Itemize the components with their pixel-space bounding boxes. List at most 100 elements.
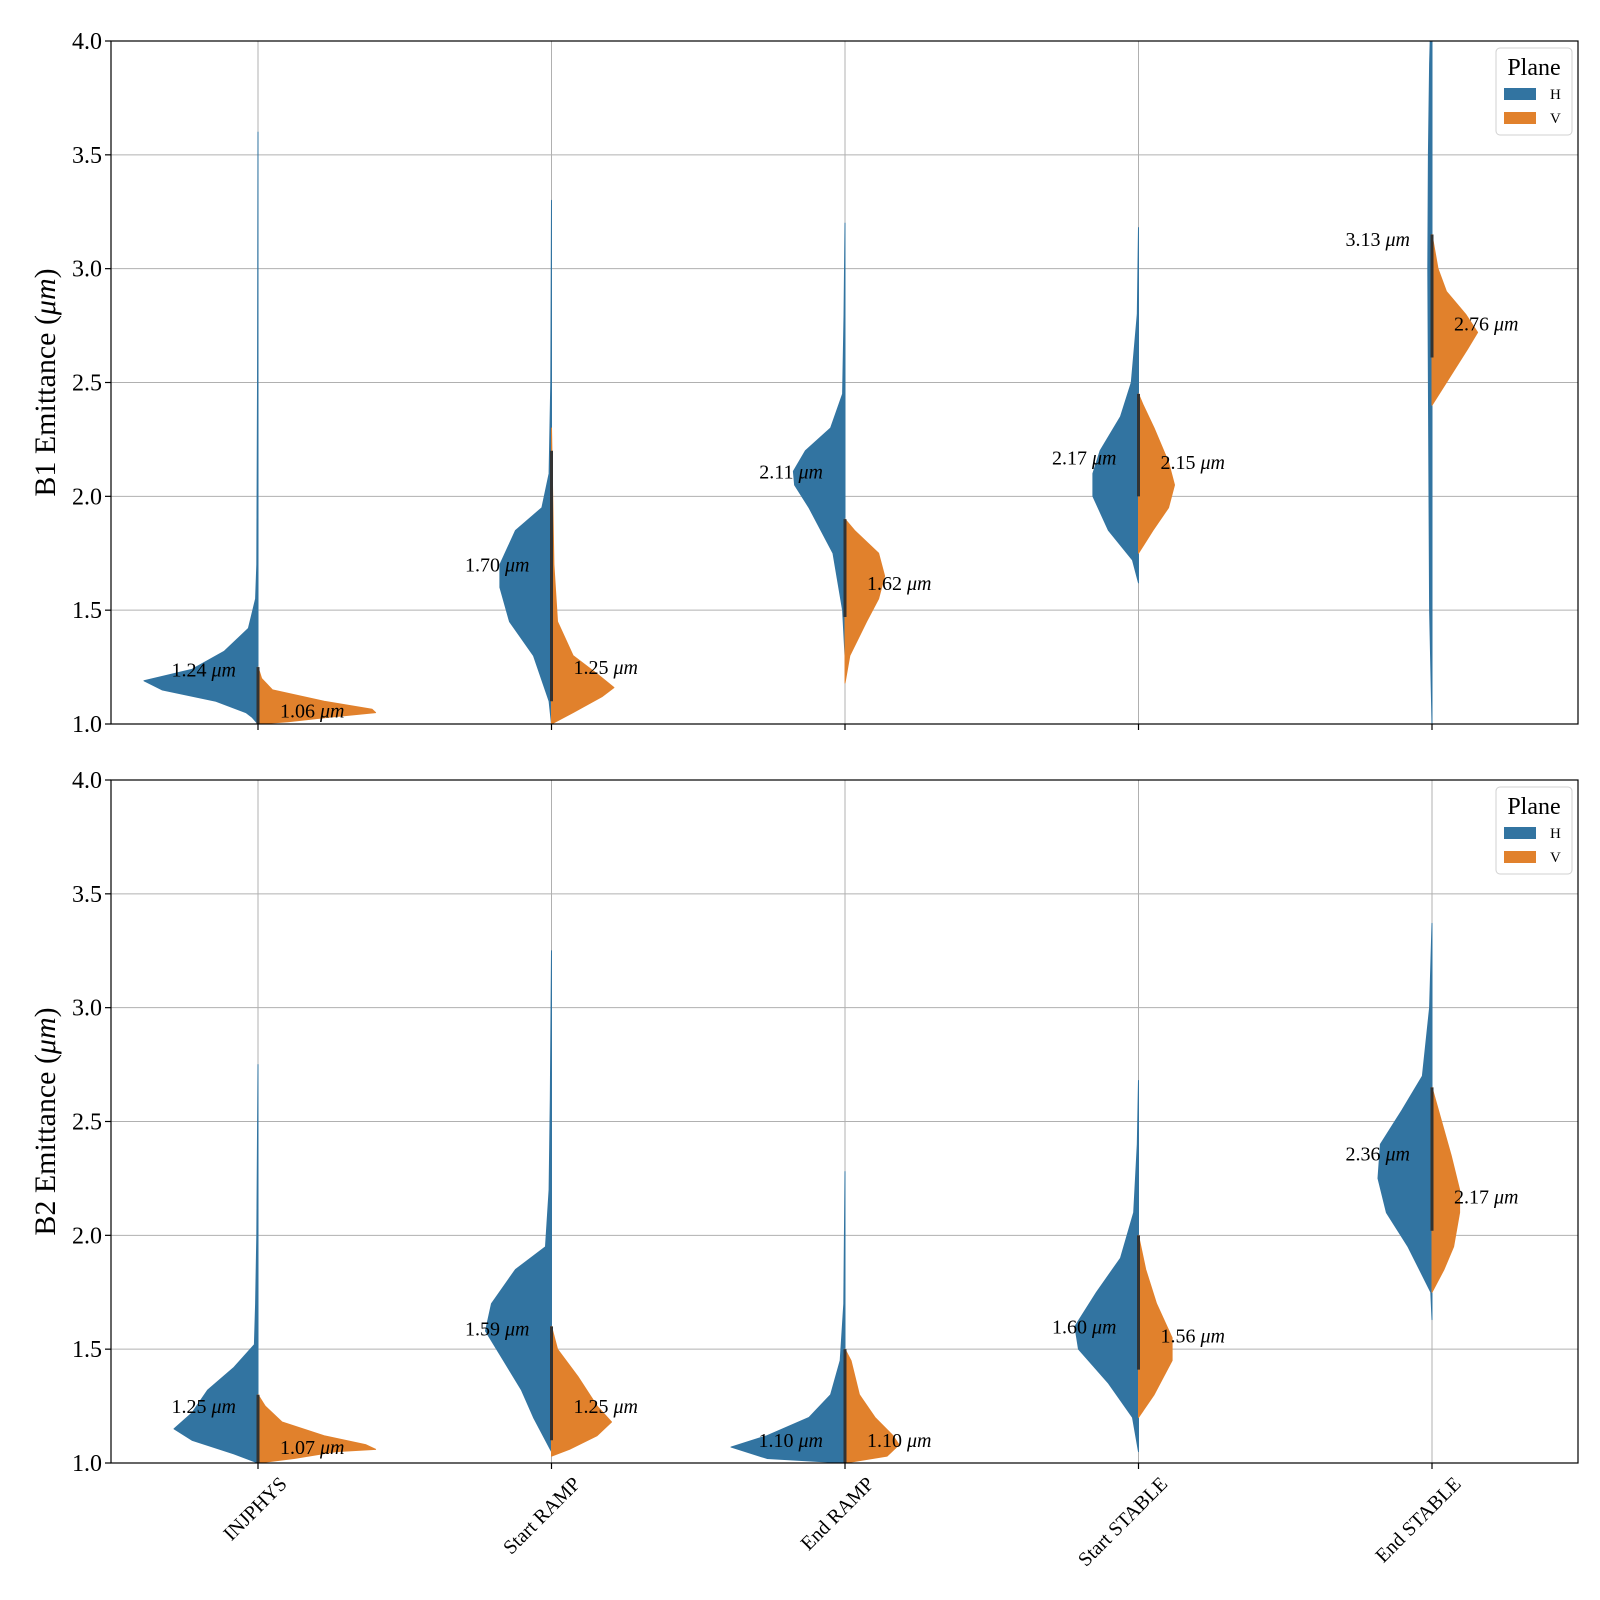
legend-swatch-h	[1504, 827, 1536, 839]
y-axis-label-text: B2 Emittance (	[29, 1054, 62, 1236]
violin-v-injphys	[257, 1394, 377, 1463]
annotation-value: 1.60	[1052, 1316, 1087, 1338]
annotation-v-median: 1.25 μm	[574, 1396, 638, 1418]
annotation-v-median: 1.07 μm	[280, 1437, 344, 1459]
y-axis-label-unit: μm	[29, 278, 62, 316]
y-tick-label: 4.0	[72, 768, 102, 794]
annotation-unit: μm	[798, 461, 823, 483]
annotation-unit: μm	[319, 1437, 344, 1459]
annotation-value: 1.24	[172, 659, 207, 681]
annotation-value: 2.17	[1454, 1187, 1489, 1209]
annotation-value: 3.13	[1346, 229, 1381, 251]
legend-label-v: V	[1550, 111, 1561, 127]
annotation-h-median: 2.11 μm	[759, 461, 823, 483]
y-tick-label: 1.5	[72, 598, 102, 624]
violin-v-end-ramp	[844, 1348, 900, 1463]
violin-v-start-stable	[1138, 393, 1175, 554]
annotation-h-median: 1.10 μm	[759, 1430, 823, 1452]
annotation-v-median: 1.10 μm	[867, 1430, 931, 1452]
annotation-unit: μm	[1385, 229, 1410, 251]
annotation-value: 1.25	[574, 1396, 609, 1418]
annotation-unit: μm	[613, 1396, 638, 1418]
y-axis-label: B1 Emittance (μm)	[29, 268, 62, 496]
violin-h-end-stable	[1377, 922, 1433, 1321]
legend-label-h: H	[1550, 826, 1561, 842]
y-tick-label: 1.0	[72, 1451, 102, 1477]
annotation-value: 1.56	[1161, 1326, 1196, 1348]
annotation-value: 2.11	[759, 461, 793, 483]
y-tick-label: 3.5	[72, 882, 102, 908]
violin-h-start-stable	[1074, 1080, 1139, 1453]
annotation-unit: μm	[613, 657, 638, 679]
annotation-v-median: 1.62 μm	[867, 573, 931, 595]
annotation-unit: μm	[211, 1396, 236, 1418]
annotation-value: 1.07	[280, 1437, 315, 1459]
violins	[143, 41, 1479, 724]
annotation-v-median: 2.15 μm	[1161, 452, 1225, 474]
y-axis-label-close: )	[29, 1007, 62, 1017]
y-tick-label: 3.0	[72, 257, 102, 283]
annotation-h-median: 1.70 μm	[465, 555, 529, 577]
annotation-value: 1.10	[867, 1430, 902, 1452]
y-tick-label: 3.0	[72, 996, 102, 1022]
annotation-v-median: 1.56 μm	[1161, 1326, 1225, 1348]
y-axis-label-text: B1 Emittance (	[29, 315, 62, 497]
legend-swatch-v	[1504, 851, 1536, 863]
y-tick-label: 3.5	[72, 143, 102, 169]
violin-v-start-ramp	[551, 1325, 612, 1457]
annotation-unit: μm	[1385, 1143, 1410, 1165]
annotation-h-median: 1.24 μm	[172, 659, 236, 681]
annotation-unit: μm	[1493, 1187, 1518, 1209]
x-tick-label: Start STABLE	[1074, 1473, 1172, 1571]
annotation-unit: μm	[1200, 452, 1225, 474]
annotation-value: 1.62	[867, 573, 902, 595]
violin-h-end-stable	[1427, 41, 1433, 724]
legend: Plane HV	[1495, 47, 1573, 136]
annotation-v-median: 2.17 μm	[1454, 1187, 1518, 1209]
annotation-unit: μm	[798, 1430, 823, 1452]
x-tick-label: INJPHYS	[219, 1473, 291, 1545]
annotation-unit: μm	[1493, 313, 1518, 335]
legend-swatch-v	[1504, 112, 1536, 124]
y-tick-label: 2.0	[72, 484, 102, 510]
annotation-h-median: 2.36 μm	[1346, 1143, 1410, 1165]
violin-h-injphys	[143, 131, 259, 724]
annotation-unit: μm	[1091, 1316, 1116, 1338]
panel-b1: 1.0 1.5 2.0 2.5 3.0 3.5 4.0 B1 Emittance (μm) 1.…	[29, 29, 1579, 738]
annotation-value: 2.17	[1052, 448, 1087, 470]
annotation-unit: μm	[906, 1430, 931, 1452]
y-tick-label: 2.5	[72, 371, 102, 397]
violin-v-end-ramp	[844, 518, 886, 684]
annotation-value: 2.36	[1346, 1143, 1381, 1165]
legend-title: Plane	[1507, 794, 1560, 820]
annotation-v-median: 1.25 μm	[574, 657, 638, 679]
legend-label-h: H	[1550, 87, 1561, 103]
y-tick-label: 1.0	[72, 712, 102, 738]
annotation-h-median: 3.13 μm	[1346, 229, 1410, 251]
annotation-value: 1.10	[759, 1430, 794, 1452]
y-axis-label-unit: μm	[29, 1017, 62, 1055]
violins	[173, 922, 1461, 1463]
annotation-h-median: 1.25 μm	[172, 1396, 236, 1418]
plot-frame	[110, 779, 1579, 1464]
y-tick-label: 2.0	[72, 1223, 102, 1249]
annotation-h-median: 1.60 μm	[1052, 1316, 1116, 1338]
x-tick-label: End RAMP	[797, 1473, 879, 1555]
annotation-unit: μm	[504, 1319, 529, 1341]
legend-swatch-h	[1504, 88, 1536, 100]
violin-h-end-ramp	[792, 222, 846, 657]
y-tick-label: 4.0	[72, 29, 102, 55]
annotation-value: 1.06	[280, 700, 315, 722]
y-tick-label: 2.5	[72, 1110, 102, 1136]
y-axis-label: B2 Emittance (μm)	[29, 1007, 62, 1235]
annotation-value: 2.15	[1161, 452, 1196, 474]
violin-v-end-stable	[1431, 234, 1479, 406]
annotation-v-median: 2.76 μm	[1454, 313, 1518, 335]
violin-v-end-stable	[1431, 1086, 1461, 1293]
y-tick-label: 1.5	[72, 1337, 102, 1363]
violin-h-end-ramp	[730, 1171, 846, 1463]
violin-h-start-ramp	[499, 199, 552, 724]
legend: Plane HV	[1495, 786, 1573, 875]
violin-h-start-ramp	[485, 950, 552, 1453]
violin-v-start-ramp	[551, 427, 615, 724]
